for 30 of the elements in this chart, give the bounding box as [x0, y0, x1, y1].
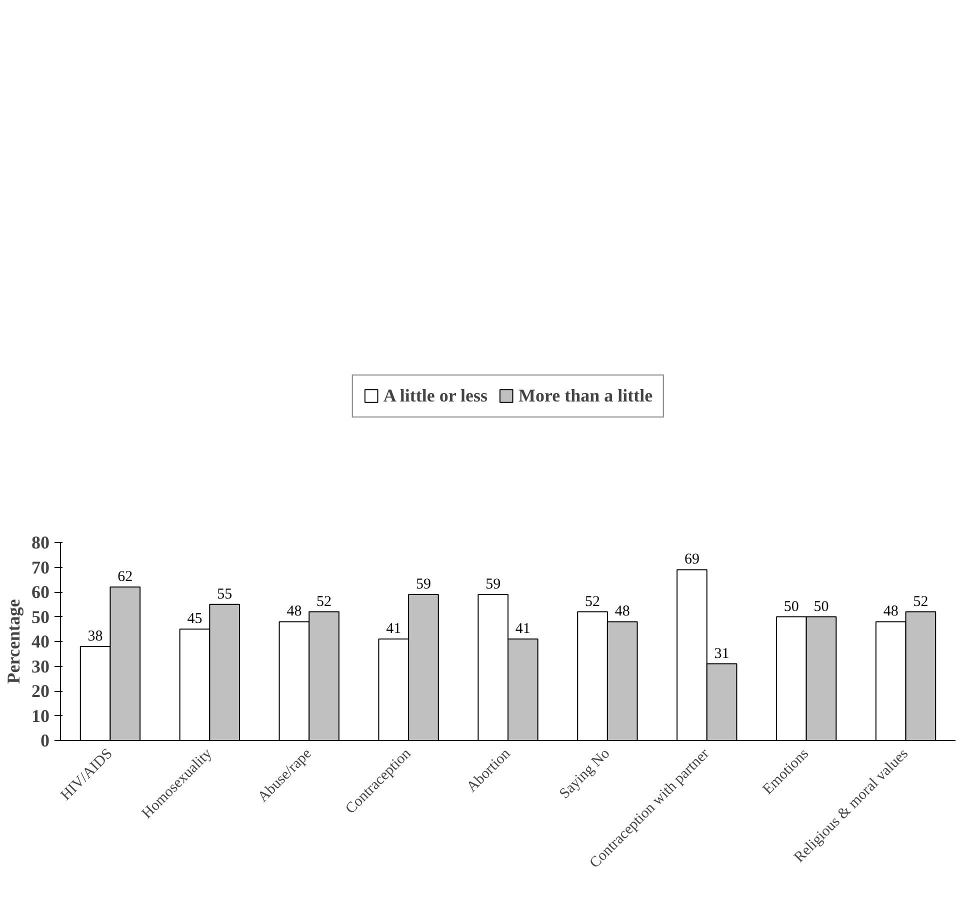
y-axis-title: Percentage [4, 599, 24, 684]
y-tick-label: 10 [32, 706, 50, 726]
data-label: 52 [316, 594, 332, 610]
legend-label: A little or less [383, 385, 488, 406]
y-tick-label: 60 [32, 582, 50, 602]
legend-label: More than a little [518, 385, 653, 406]
data-label: 31 [714, 646, 730, 662]
y-tick-label: 80 [32, 532, 50, 552]
data-label: 52 [585, 594, 600, 610]
data-label: 62 [118, 569, 133, 586]
y-tick-label: 0 [40, 730, 50, 750]
data-label: 59 [486, 576, 501, 592]
y-tick-label: 40 [32, 632, 50, 652]
data-label: 50 [784, 598, 799, 615]
data-label: 41 [515, 621, 530, 638]
data-label: 48 [286, 604, 302, 620]
data-label: 38 [88, 628, 103, 644]
data-label: 52 [913, 594, 928, 610]
y-tick-label: 20 [32, 681, 50, 701]
y-tick-label: 70 [32, 557, 50, 578]
data-label: 41 [386, 621, 402, 638]
y-tick-label: 30 [32, 656, 50, 676]
data-label: 69 [684, 552, 700, 568]
y-tick-label: 50 [32, 606, 50, 627]
data-label: 48 [614, 604, 630, 620]
data-label: 55 [217, 586, 232, 602]
data-label: 48 [883, 604, 898, 620]
data-label: 59 [416, 576, 431, 592]
data-label: 50 [814, 598, 829, 615]
data-label: 45 [187, 611, 202, 628]
